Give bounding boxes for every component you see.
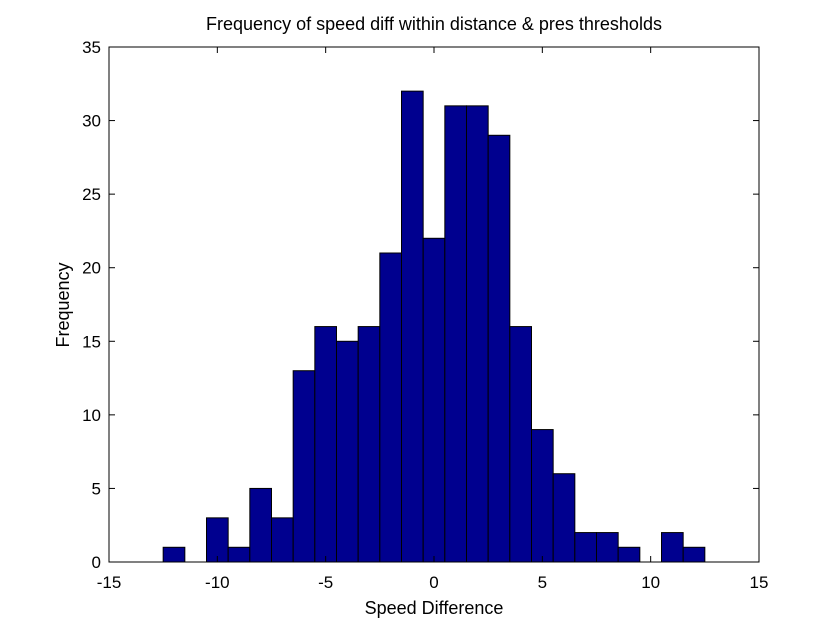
x-tick-label: 5 — [538, 573, 547, 592]
chart-title: Frequency of speed diff within distance … — [206, 14, 662, 34]
x-tick-label: -5 — [318, 573, 333, 592]
y-tick-labels-group: 0 5 10 15 20 25 30 35 — [82, 38, 101, 572]
histogram-bar — [596, 532, 619, 563]
histogram-bar — [336, 340, 359, 563]
y-tick-label: 0 — [92, 553, 101, 572]
y-tick-label: 25 — [82, 185, 101, 204]
histogram-bar — [617, 546, 641, 563]
y-tick-label: 15 — [82, 332, 101, 351]
histogram-bar — [162, 546, 186, 563]
histogram-bar — [314, 326, 338, 563]
x-tick-label: 15 — [750, 573, 769, 592]
x-tick-label: -10 — [205, 573, 230, 592]
y-tick-label: 5 — [92, 479, 101, 498]
x-axis-label: Speed Difference — [365, 598, 504, 618]
x-tick-label: 0 — [429, 573, 438, 592]
histogram-bar — [574, 532, 597, 563]
tick-marks-group — [108, 46, 760, 563]
histogram-bar — [379, 252, 403, 563]
histogram-bar — [466, 105, 489, 563]
histogram-bar — [509, 326, 533, 563]
histogram-bar — [531, 429, 554, 563]
histogram-bar — [249, 487, 272, 563]
x-tick-label: -15 — [97, 573, 122, 592]
y-tick-label: 30 — [82, 112, 101, 131]
y-axis-label: Frequency — [53, 262, 73, 347]
histogram-bar — [422, 237, 446, 563]
bars-group — [162, 90, 706, 563]
histogram-bar — [357, 326, 381, 563]
histogram-bar — [401, 90, 424, 563]
y-tick-label: 20 — [82, 259, 101, 278]
histogram-bar — [661, 532, 684, 563]
x-tick-label: 10 — [641, 573, 660, 592]
histogram-bar — [227, 546, 251, 563]
y-tick-label: 10 — [82, 406, 101, 425]
histogram-bar — [444, 105, 468, 563]
y-tick-label: 35 — [82, 38, 101, 57]
histogram-bar — [487, 134, 511, 563]
histogram-bar — [552, 473, 576, 563]
histogram-bar — [292, 370, 316, 563]
histogram-bar — [682, 546, 706, 563]
x-tick-labels-group: -15 -10 -5 0 5 10 15 — [97, 573, 769, 592]
histogram-bar — [206, 517, 229, 563]
histogram-bar — [271, 517, 294, 563]
